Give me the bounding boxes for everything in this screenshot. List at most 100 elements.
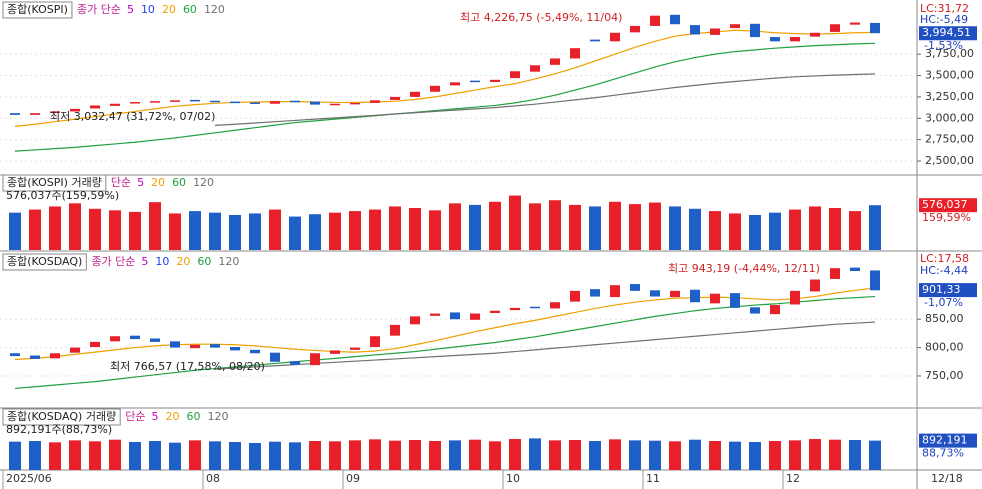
ma-prefix: 종가 단순 (91, 255, 135, 268)
legend-entry: 120 (193, 176, 214, 189)
volume-bar (689, 208, 701, 250)
volume-bar (489, 441, 501, 470)
x-tick-label: 09 (346, 472, 360, 485)
candle (810, 32, 820, 37)
volume-bar (289, 442, 301, 470)
legend-entry: 120 (204, 3, 225, 16)
candle (130, 102, 140, 104)
y-tick-label: 2,500,00 (925, 154, 974, 167)
candle (570, 48, 580, 59)
candle (550, 302, 560, 309)
candle (710, 293, 720, 304)
last-volume-label: 892,191 (922, 434, 968, 447)
candle (650, 290, 660, 297)
candle (390, 324, 400, 336)
volume-bar (489, 201, 501, 250)
ma-line (14, 29, 876, 127)
y-tick-label: 2,750,00 (925, 133, 974, 146)
candle (310, 353, 320, 366)
panel-title: 종합(KOSPI) (7, 3, 68, 16)
legend-entry: 20 (165, 410, 179, 423)
x-tick-label: 08 (206, 472, 220, 485)
x-end-label: 12/18 (931, 472, 963, 485)
legend-entry: 120 (207, 410, 228, 423)
volume-bar (749, 442, 761, 470)
last-price-label: 3,994,51 (922, 26, 971, 39)
volume-bar (89, 208, 101, 250)
candle (630, 284, 640, 291)
volume-bar (669, 206, 681, 250)
candle (510, 307, 520, 311)
hc-label: HC:-4,44 (920, 264, 968, 277)
low-annotation: 최저 3,032,47 (31,72%, 07/02) (50, 110, 215, 123)
high-annotation: 최고 4,226,75 (-5,49%, 11/04) (460, 11, 622, 24)
candle (750, 307, 760, 314)
last-price-label: 901,33 (922, 283, 961, 296)
ma-prefix: 종가 단순 (77, 3, 121, 16)
volume-bar (809, 439, 821, 470)
volume-bar (469, 204, 481, 250)
volume-bar (749, 215, 761, 250)
candle (370, 336, 380, 348)
ma-line (214, 321, 876, 370)
ma-prefix: 단순 (111, 176, 131, 189)
volume-bar (369, 439, 381, 470)
volume-bar (429, 441, 441, 470)
candle (670, 290, 680, 298)
title-box (2, 253, 87, 271)
candle (490, 310, 500, 313)
volume-bar (809, 206, 821, 250)
volume-bar (729, 441, 741, 470)
candle (870, 270, 880, 291)
candle (510, 71, 520, 79)
candle (690, 289, 700, 303)
volume-bar (229, 215, 241, 250)
volume-bar (349, 211, 361, 250)
candle (250, 349, 260, 354)
y-tick-label: 800,00 (925, 341, 964, 354)
volume-bar (149, 202, 161, 250)
candle (330, 350, 340, 354)
volume-bar (269, 441, 281, 470)
volume-bar (829, 208, 841, 250)
volume-bar (549, 200, 561, 250)
volume-bar (129, 211, 141, 250)
candle (150, 101, 160, 103)
volume-bar (329, 212, 341, 250)
candle (190, 99, 200, 102)
legend-entry: 20 (162, 3, 176, 16)
volume-bar (629, 440, 641, 470)
candle (690, 25, 700, 35)
panel-title: 종합(KOSPI) 거래량 (7, 176, 102, 189)
x-tick-label: 2025/06 (6, 472, 52, 485)
candle (230, 347, 240, 351)
candle (610, 32, 620, 42)
candle (350, 347, 360, 350)
volume-bar (529, 438, 541, 470)
volume-bar (409, 440, 421, 470)
volume-bar (629, 204, 641, 250)
candle (10, 113, 20, 115)
lc-label: LC:31,72 (920, 2, 969, 15)
candle (850, 267, 860, 272)
volume-bar (789, 209, 801, 250)
volume-bar (129, 442, 141, 470)
legend-entry: 60 (197, 255, 211, 268)
candle (410, 316, 420, 325)
last-price-box (919, 26, 977, 41)
candle (170, 100, 180, 102)
volume-bar (189, 440, 201, 470)
legend-entry: 60 (172, 176, 186, 189)
volume-bar (189, 211, 201, 250)
candle (70, 347, 80, 353)
last-price-box (919, 283, 977, 298)
volume-bar (29, 209, 41, 250)
change-label: -1,53% (924, 39, 963, 52)
lc-label: LC:17,58 (920, 252, 969, 265)
ma-prefix: 단순 (125, 410, 145, 423)
legend-entry: 5 (141, 255, 148, 268)
volume-bar (49, 206, 61, 250)
volume-bar (689, 439, 701, 470)
candle (830, 24, 840, 32)
